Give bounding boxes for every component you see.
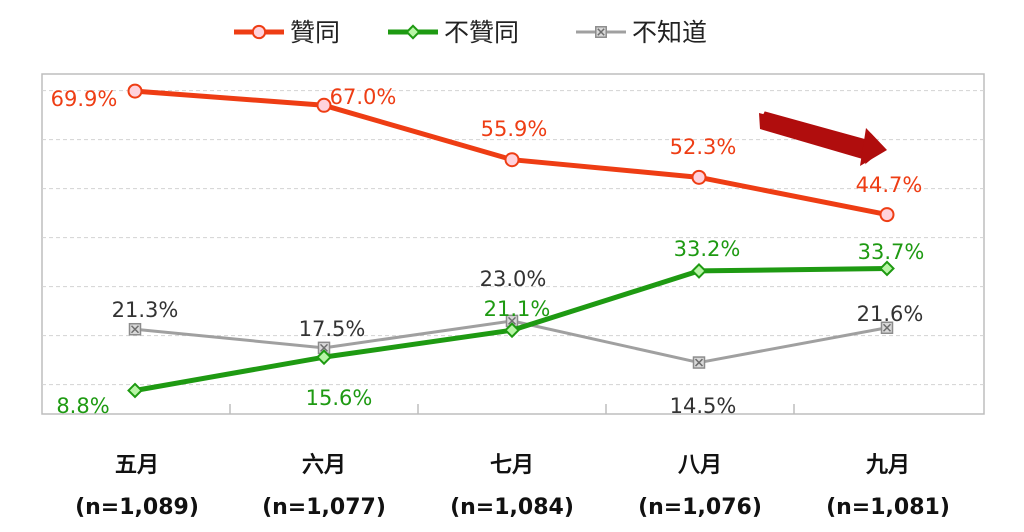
trend-arrow-shaft — [759, 113, 872, 160]
series-disapprove — [127, 260, 895, 399]
trend-arrow-annotation — [759, 111, 887, 166]
legend-label: 不知道 — [632, 18, 707, 47]
data-point — [504, 322, 520, 339]
data-labels: 69.9% 67.0% 55.9% 52.3% 44.7% 8.8% 15.6% 21.1% 3… — [51, 85, 925, 418]
x-axis-sample-size-label: (n=1,077) — [262, 495, 386, 520]
data-label: 23.0% — [480, 267, 547, 291]
x-axis-category-label: 九月 — [865, 453, 910, 478]
legend-item-disapprove: 不贊同 — [388, 18, 519, 47]
data-label: 55.9% — [481, 117, 548, 141]
data-point — [127, 83, 143, 99]
data-point — [879, 260, 895, 277]
legend-item-unknown: 不知道 — [576, 18, 707, 47]
data-point — [692, 356, 706, 369]
legend-item-approve: 贊同 — [234, 18, 340, 47]
data-point — [691, 263, 707, 279]
trend-arrow-head — [860, 128, 887, 166]
x-axis-category-label: 七月 — [490, 453, 534, 478]
legend-label: 贊同 — [290, 18, 340, 47]
data-point — [127, 382, 143, 399]
data-label: 33.2% — [674, 237, 741, 261]
x-axis-sample-size-label: (n=1,081) — [826, 495, 950, 520]
data-point — [316, 349, 332, 366]
data-point — [504, 152, 520, 168]
data-label: 67.0% — [330, 85, 397, 109]
data-point — [128, 322, 142, 336]
series-unknown — [128, 314, 894, 369]
data-label: 21.6% — [857, 302, 924, 326]
data-label: 17.5% — [299, 317, 366, 341]
legend-swatch-marker — [405, 24, 421, 40]
legend-swatch-marker — [251, 24, 267, 40]
data-point — [691, 169, 707, 185]
legend-swatch-marker — [595, 26, 607, 38]
data-point — [880, 321, 894, 335]
data-label: 21.1% — [484, 297, 551, 321]
data-label: 52.3% — [670, 135, 737, 159]
data-point — [879, 207, 895, 223]
x-axis-ticks — [229, 404, 795, 414]
legend-label: 不贊同 — [444, 18, 519, 47]
x-axis-labels: 五月 (n=1,089) 六月 (n=1,077) 七月 (n=1,084) 八月 (n=1,… — [75, 453, 950, 520]
series-approve — [127, 83, 895, 223]
data-label: 69.9% — [51, 87, 118, 111]
x-axis-sample-size-label: (n=1,089) — [75, 495, 199, 520]
series-layer — [127, 83, 895, 399]
data-label: 21.3% — [112, 298, 179, 322]
x-axis-category-label: 八月 — [678, 453, 722, 478]
x-axis-category-label: 六月 — [302, 453, 346, 478]
x-axis-category-label: 五月 — [115, 453, 159, 478]
data-label: 44.7% — [856, 173, 923, 197]
x-axis-sample-size-label: (n=1,076) — [638, 495, 762, 520]
legend: 贊同 不贊同 不知道 — [234, 18, 707, 47]
data-label: 33.7% — [858, 240, 925, 264]
data-label: 8.8% — [56, 394, 109, 418]
data-label: 14.5% — [670, 394, 737, 418]
data-point — [316, 97, 332, 113]
x-axis-sample-size-label: (n=1,084) — [450, 495, 574, 520]
data-label: 15.6% — [306, 386, 373, 410]
